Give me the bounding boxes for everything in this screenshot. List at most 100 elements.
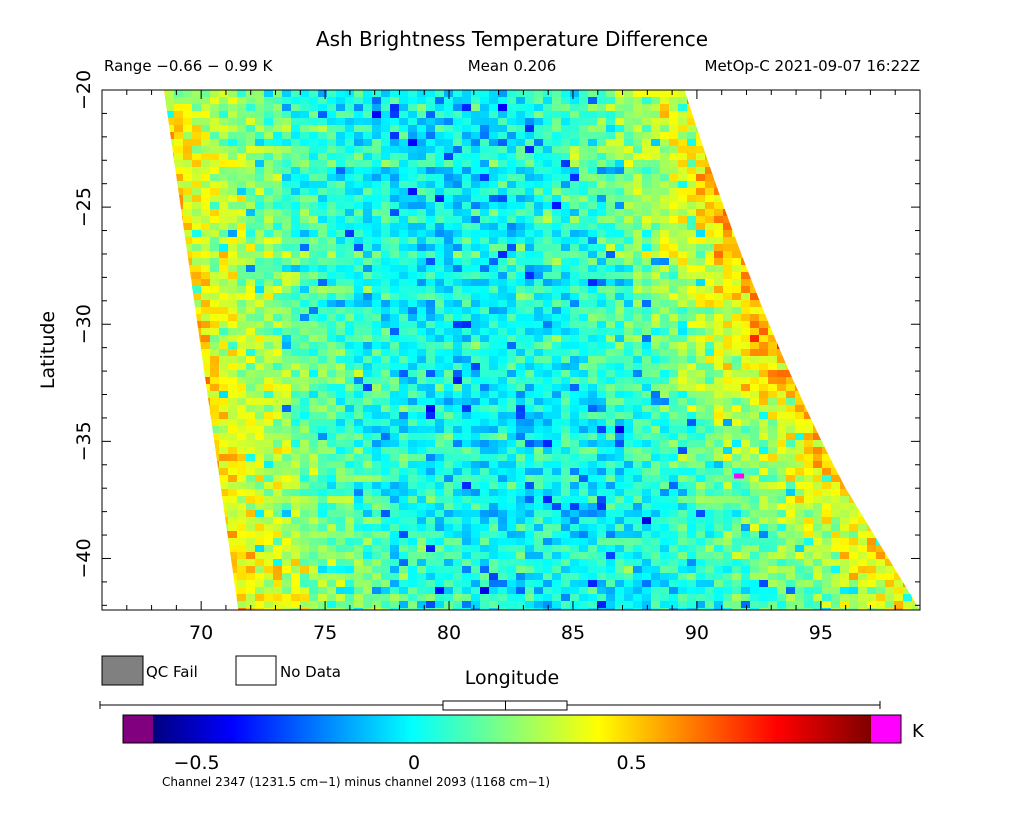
swath-cell — [318, 153, 328, 161]
swath-cell — [228, 398, 238, 406]
swath-cell — [741, 370, 751, 378]
swath-cell — [606, 174, 616, 182]
swath-cell — [354, 174, 364, 182]
swath-cell — [921, 412, 931, 420]
swath-cell — [813, 90, 823, 91]
swath-cell — [444, 258, 454, 266]
swath-cell — [273, 90, 283, 91]
swath-cell — [678, 342, 688, 350]
swath-cell — [597, 433, 607, 441]
swath-cell — [588, 174, 598, 182]
swath-cell — [264, 328, 274, 336]
swath-cell — [363, 426, 373, 434]
swath-cell — [264, 174, 274, 182]
swath-cell — [579, 314, 589, 322]
swath-cell — [660, 398, 670, 406]
swath-cell — [516, 237, 526, 245]
swath-cell — [372, 167, 382, 175]
swath-cell — [507, 97, 517, 105]
swath-cell — [201, 321, 211, 329]
swath-cell — [714, 244, 724, 252]
swath-cell — [561, 202, 571, 210]
swath-cell — [417, 244, 427, 252]
swath-cell — [336, 111, 346, 119]
swath-cell — [408, 139, 418, 147]
swath-cell — [255, 328, 265, 336]
swath-cell — [462, 111, 472, 119]
swath-cell — [624, 209, 634, 217]
swath-cell — [273, 384, 283, 392]
swath-cell — [597, 139, 607, 147]
swath-cell — [588, 216, 598, 224]
swath-cell — [201, 209, 211, 217]
swath-cell — [543, 363, 553, 371]
swath-cell — [471, 286, 481, 294]
swath-cell — [534, 111, 544, 119]
swath-cell — [660, 230, 670, 238]
swath-cell — [354, 293, 364, 301]
swath-cell — [579, 321, 589, 329]
swath-cell — [624, 363, 634, 371]
swath-cell — [579, 377, 589, 385]
swath-cell — [345, 314, 355, 322]
swath-cell — [660, 181, 670, 189]
swath-cell — [624, 314, 634, 322]
swath-cell — [363, 209, 373, 217]
swath-cell — [327, 377, 337, 385]
swath-cell — [678, 132, 688, 140]
swath-cell — [615, 202, 625, 210]
swath-cell — [246, 426, 256, 434]
swath-cell — [291, 237, 301, 245]
swath-cell — [921, 111, 931, 119]
swath-cell — [390, 160, 400, 168]
swath-cell — [219, 160, 229, 168]
swath-cell — [174, 153, 184, 161]
swath-cell — [228, 237, 238, 245]
swath-cell — [462, 146, 472, 154]
swath-cell — [300, 209, 310, 217]
swath-cell — [219, 174, 229, 182]
swath-cell — [318, 258, 328, 266]
swath-cell — [264, 90, 274, 91]
swath-cell — [633, 349, 643, 357]
swath-cell — [588, 146, 598, 154]
swath-cell — [399, 167, 409, 175]
swath-cell — [624, 111, 634, 119]
swath-cell — [489, 146, 499, 154]
swath-cell — [426, 90, 436, 98]
swath-cell — [552, 195, 562, 203]
swath-cell — [471, 188, 481, 196]
swath-cell — [534, 335, 544, 343]
swath-cell — [669, 111, 679, 119]
swath-cell — [615, 286, 625, 294]
swath-cell — [561, 139, 571, 147]
swath-cell — [462, 314, 472, 322]
swath-cell — [453, 132, 463, 140]
swath-cell — [264, 440, 274, 448]
swath-cell — [255, 223, 265, 231]
swath-cell — [408, 314, 418, 322]
swath-cell — [507, 433, 517, 441]
swath-cell — [408, 412, 418, 420]
swath-cell — [264, 188, 274, 196]
swath-cell — [921, 426, 931, 434]
swath-cell — [327, 132, 337, 140]
swath-cell — [246, 125, 256, 133]
swath-cell — [624, 300, 634, 308]
swath-cell — [687, 342, 697, 350]
swath-cell — [786, 405, 796, 413]
swath-cell — [651, 104, 661, 112]
swath-cell — [723, 265, 733, 273]
swath-cell — [651, 90, 661, 98]
swath-cell — [426, 335, 436, 343]
swath-cell — [309, 349, 319, 357]
swath-cell — [435, 447, 445, 455]
swath-cell — [705, 370, 715, 378]
swath-cell — [381, 377, 391, 385]
swath-cell — [408, 195, 418, 203]
swath-cell — [687, 314, 697, 322]
swath-cell — [210, 118, 220, 126]
swath-cell — [345, 342, 355, 350]
swath-cell — [480, 230, 490, 238]
swath-cell — [417, 202, 427, 210]
